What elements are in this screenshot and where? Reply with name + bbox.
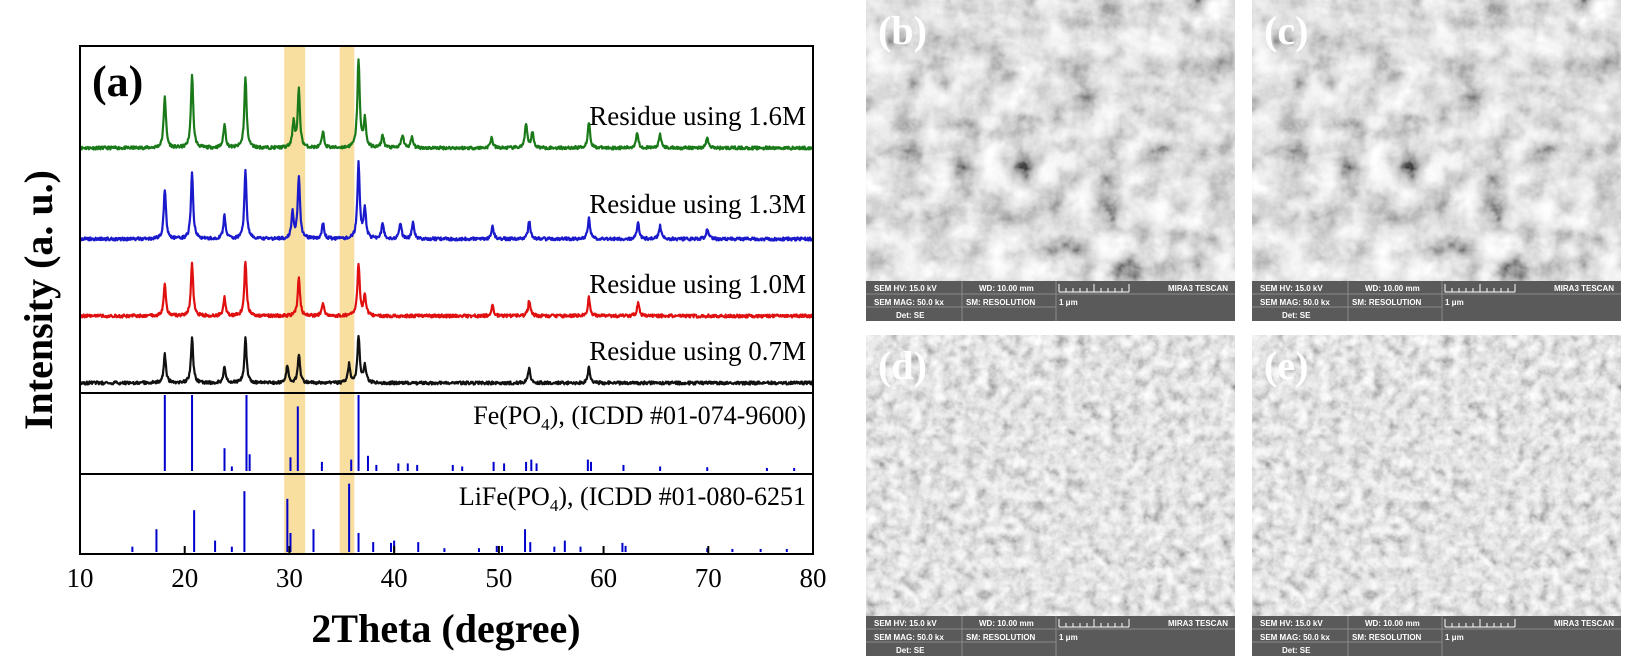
scale-bar: [1444, 619, 1516, 628]
sem-panel-d: SEM HV: 15.0 kV WD: 10.00 mm MIRA3 TESCAN S…: [866, 335, 1235, 656]
sem-mode: SM: RESOLUTION: [1352, 633, 1422, 642]
sem-mag: SEM MAG: 50.0 kx: [1260, 633, 1330, 642]
highlight-band-2: [339, 46, 355, 554]
sem-scale: 1 μm: [1445, 298, 1464, 307]
x-tick-label: 20: [171, 563, 198, 593]
sem-wd: WD: 10.00 mm: [1365, 284, 1420, 293]
trace-2: [79, 160, 815, 242]
trace-4: [79, 334, 814, 386]
sem-image: [1252, 0, 1621, 281]
x-axis-label: 2Theta (degree): [311, 606, 580, 651]
sem-info-bar: [1252, 616, 1621, 656]
sem-wd: WD: 10.00 mm: [979, 284, 1034, 293]
panel-label-c: (c): [1264, 8, 1308, 53]
sem-hv: SEM HV: 15.0 kV: [1260, 619, 1323, 628]
reference-1: [163, 395, 796, 471]
sem-scale: 1 μm: [1445, 633, 1464, 642]
sem-image: [866, 335, 1235, 616]
trace-1: [78, 58, 815, 151]
sem-brand: MIRA3 TESCAN: [1168, 284, 1228, 293]
panel-label-a: (a): [92, 57, 143, 106]
x-tick-label: 50: [485, 563, 512, 593]
x-tick-label: 80: [800, 563, 827, 593]
scale-bar: [1058, 619, 1130, 628]
plot-frame: [79, 45, 814, 555]
panel-label-e: (e): [1264, 343, 1308, 388]
sem-det: Det: SE: [1282, 646, 1311, 655]
sem-scale: 1 μm: [1059, 298, 1078, 307]
scale-bar: [1058, 284, 1130, 293]
highlight-bands: [284, 46, 355, 554]
sem-det: Det: SE: [1282, 311, 1311, 320]
sem-scale: 1 μm: [1059, 633, 1078, 642]
reference-label-1: Fe(PO4), (ICDD #01-074-9600): [473, 401, 806, 434]
sem-micrographs: SEM HV: 15.0 kV WD: 10.00 mm MIRA3 TESCAN S…: [866, 0, 1621, 656]
scale-bar: [1444, 284, 1516, 293]
sem-det: Det: SE: [896, 646, 925, 655]
x-tick-label: 40: [381, 563, 408, 593]
sem-hv: SEM HV: 15.0 kV: [874, 284, 937, 293]
sem-brand: MIRA3 TESCAN: [1168, 619, 1228, 628]
reference-patterns: [131, 395, 796, 552]
sem-panel-c: SEM HV: 15.0 kV WD: 10.00 mm MIRA3 TESCAN S…: [1252, 0, 1621, 321]
x-tick-label: 60: [590, 563, 617, 593]
series-labels: Residue using 1.6M Residue using 1.3M Resi…: [459, 101, 806, 515]
sem-det: Det: SE: [896, 311, 925, 320]
sem-mode: SM: RESOLUTION: [1352, 298, 1422, 307]
sem-info-bar: [1252, 281, 1621, 321]
sem-mag: SEM MAG: 50.0 kx: [874, 298, 944, 307]
sem-panel-e: SEM HV: 15.0 kV WD: 10.00 mm MIRA3 TESCAN S…: [1252, 335, 1621, 656]
sem-info-bar: [866, 281, 1235, 321]
x-tick-label: 30: [276, 563, 303, 593]
sem-brand: MIRA3 TESCAN: [1554, 619, 1614, 628]
sem-wd: WD: 10.00 mm: [1365, 619, 1420, 628]
sem-info-bar: [866, 616, 1235, 656]
reference-label-2: LiFe(PO4), (ICDD #01-080-6251: [459, 482, 806, 515]
sem-hv: SEM HV: 15.0 kV: [1260, 284, 1323, 293]
sem-image: [1252, 335, 1621, 616]
sem-panel-b: SEM HV: 15.0 kV WD: 10.00 mm MIRA3 TESCAN S…: [866, 0, 1235, 321]
x-tick-label: 10: [67, 563, 94, 593]
trace-3: [78, 260, 814, 319]
x-ticks: 10 20 30 40 50 60 70 80: [67, 546, 827, 593]
y-axis-label: Intensity (a. u.): [16, 170, 61, 430]
xrd-traces: [78, 58, 815, 386]
sem-wd: WD: 10.00 mm: [979, 619, 1034, 628]
xrd-chart: 10 20 30 40 50 60 70 80 Residue using 1.6MResid…: [16, 45, 827, 651]
x-tick-label: 70: [695, 563, 722, 593]
series-label-4: Residue using 0.7M: [589, 336, 806, 366]
panel-label-b: (b): [878, 8, 927, 53]
sem-mode: SM: RESOLUTION: [966, 298, 1036, 307]
series-label-3: Residue using 1.0M: [589, 269, 806, 299]
sem-brand: MIRA3 TESCAN: [1554, 284, 1614, 293]
panel-label-d: (d): [878, 343, 927, 388]
sem-mode: SM: RESOLUTION: [966, 633, 1036, 642]
sem-hv: SEM HV: 15.0 kV: [874, 619, 937, 628]
sem-image: [866, 0, 1235, 281]
sem-mag: SEM MAG: 50.0 kx: [874, 633, 944, 642]
highlight-band-1: [284, 46, 306, 554]
series-label-1: Residue using 1.6M: [589, 101, 806, 131]
sem-mag: SEM MAG: 50.0 kx: [1260, 298, 1330, 307]
series-label-2: Residue using 1.3M: [589, 189, 806, 219]
